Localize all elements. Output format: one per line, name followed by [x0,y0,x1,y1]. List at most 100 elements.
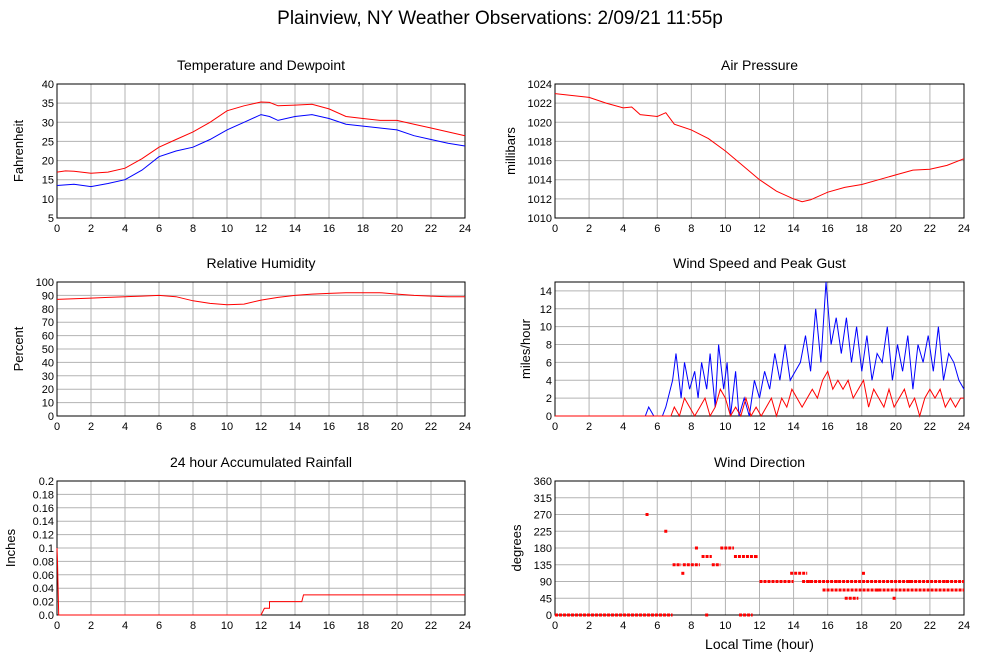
x-tick-label: 18 [856,620,868,632]
x-tick-label: 14 [289,620,301,632]
y-tick-label: 1010 [528,213,552,225]
y-tick-label: 0 [546,411,552,423]
y-tick-label: 60 [42,331,54,343]
x-axis-label: Local Time (hour) [705,636,814,652]
x-tick-label: 12 [255,421,267,433]
direction-point [645,513,649,516]
x-tick-label: 14 [787,421,799,433]
chart-title: Wind Direction [714,454,805,470]
direction-point [834,580,838,583]
x-tick-label: 18 [856,223,868,235]
x-tick-label: 22 [425,421,437,433]
x-tick-label: 6 [654,421,660,433]
y-tick-label: 90 [42,290,54,302]
x-tick-label: 0 [54,620,60,632]
x-tick-label: 24 [958,421,970,433]
y-tick-label: 0.02 [33,597,54,609]
y-tick-label: 135 [534,560,552,572]
x-tick-label: 12 [753,620,765,632]
y-tick-label: 10 [540,322,552,334]
x-tick-label: 16 [822,620,834,632]
x-tick-label: 24 [459,620,471,632]
y-tick-label: 50 [42,344,54,356]
y-tick-label: 70 [42,317,54,329]
y-tick-label: 10 [42,194,54,206]
x-tick-label: 0 [552,620,558,632]
y-axis-label: Fahrenheit [11,120,26,183]
y-tick-label: 12 [540,304,552,316]
y-tick-label: 14 [540,286,552,298]
x-tick-label: 24 [958,223,970,235]
x-tick-label: 12 [255,620,267,632]
direction-point [809,580,813,583]
x-tick-label: 16 [822,223,834,235]
y-tick-label: 1014 [528,175,552,187]
x-tick-label: 20 [391,421,403,433]
plot-frame [56,281,466,417]
x-tick-label: 14 [289,421,301,433]
chart-title: Temperature and Dewpoint [177,57,345,73]
y-tick-label: 15 [42,175,54,187]
direction-point [754,555,758,559]
x-tick-label: 6 [156,223,162,235]
y-tick-label: 360 [534,476,552,488]
x-tick-label: 10 [719,223,731,235]
x-tick-label: 14 [289,223,301,235]
x-tick-label: 10 [221,223,233,235]
x-tick-label: 2 [88,620,94,632]
x-tick-label: 22 [425,223,437,235]
chart-title: Air Pressure [721,57,798,73]
x-tick-label: 16 [323,421,335,433]
chart-title: 24 hour Accumulated Rainfall [170,454,352,470]
x-tick-label: 10 [221,421,233,433]
x-tick-label: 10 [719,421,731,433]
y-tick-label: 90 [540,577,552,589]
plot-frame [56,83,466,219]
x-tick-label: 12 [753,223,765,235]
x-tick-label: 4 [122,421,128,433]
y-tick-label: 30 [42,117,54,129]
y-tick-label: 225 [534,526,552,538]
x-tick-label: 20 [391,223,403,235]
direction-point [694,546,698,550]
x-tick-label: 2 [88,223,94,235]
x-tick-label: 8 [688,223,694,235]
x-tick-label: 4 [620,620,626,632]
x-tick-label: 14 [787,620,799,632]
y-tick-label: 0.14 [33,516,54,528]
x-tick-label: 12 [753,421,765,433]
x-tick-label: 10 [221,620,233,632]
direction-point [907,580,911,583]
y-tick-label: 40 [42,79,54,91]
x-tick-label: 4 [122,223,128,235]
x-tick-label: 6 [156,421,162,433]
x-tick-label: 16 [822,421,834,433]
y-tick-label: 1018 [528,136,552,148]
y-tick-label: 1024 [528,79,552,91]
x-tick-label: 22 [924,421,936,433]
y-tick-label: 25 [42,136,54,148]
x-tick-label: 8 [190,421,196,433]
series-line [56,114,466,188]
plot-frame [554,480,965,616]
y-tick-label: 30 [42,371,54,383]
y-tick-label: 0.0 [39,610,54,622]
y-tick-label: 8 [546,340,552,352]
x-tick-label: 20 [890,620,902,632]
x-tick-label: 12 [255,223,267,235]
x-tick-label: 4 [620,223,626,235]
y-tick-label: 315 [534,493,552,505]
x-tick-label: 8 [190,620,196,632]
x-tick-label: 4 [122,620,128,632]
direction-point [681,571,685,575]
x-tick-label: 20 [890,421,902,433]
x-tick-label: 8 [190,223,196,235]
y-tick-label: 0.18 [33,489,54,501]
x-tick-label: 8 [688,620,694,632]
y-tick-label: 1020 [528,117,552,129]
